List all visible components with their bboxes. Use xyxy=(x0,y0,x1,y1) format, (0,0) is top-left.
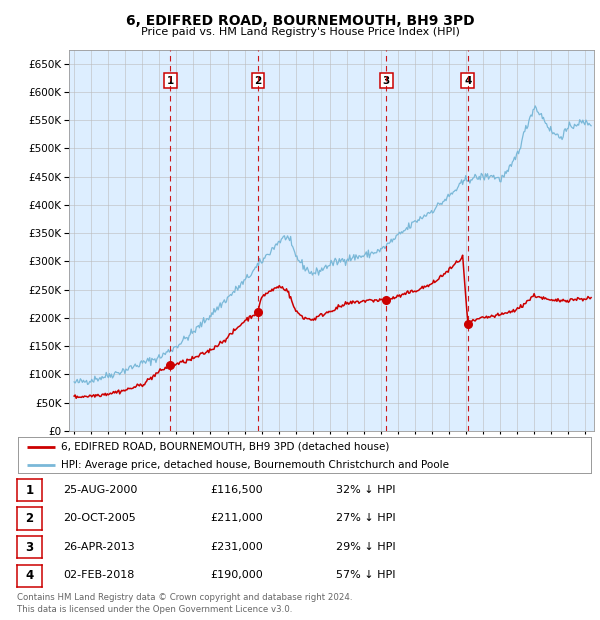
Text: HPI: Average price, detached house, Bournemouth Christchurch and Poole: HPI: Average price, detached house, Bour… xyxy=(61,460,449,470)
Text: 1: 1 xyxy=(167,76,174,86)
Text: 1: 1 xyxy=(25,484,34,497)
Text: Price paid vs. HM Land Registry's House Price Index (HPI): Price paid vs. HM Land Registry's House … xyxy=(140,27,460,37)
Text: 26-APR-2013: 26-APR-2013 xyxy=(63,542,134,552)
Text: 29% ↓ HPI: 29% ↓ HPI xyxy=(336,542,395,552)
Text: £231,000: £231,000 xyxy=(210,542,263,552)
Text: 3: 3 xyxy=(383,76,390,86)
Text: 27% ↓ HPI: 27% ↓ HPI xyxy=(336,513,395,523)
Text: £116,500: £116,500 xyxy=(210,485,263,495)
Text: 3: 3 xyxy=(25,541,34,554)
Text: 57% ↓ HPI: 57% ↓ HPI xyxy=(336,570,395,580)
Text: 32% ↓ HPI: 32% ↓ HPI xyxy=(336,485,395,495)
Text: 20-OCT-2005: 20-OCT-2005 xyxy=(63,513,136,523)
Text: 2: 2 xyxy=(254,76,262,86)
Text: 6, EDIFRED ROAD, BOURNEMOUTH, BH9 3PD (detached house): 6, EDIFRED ROAD, BOURNEMOUTH, BH9 3PD (d… xyxy=(61,442,389,452)
Text: £190,000: £190,000 xyxy=(210,570,263,580)
Text: 6, EDIFRED ROAD, BOURNEMOUTH, BH9 3PD: 6, EDIFRED ROAD, BOURNEMOUTH, BH9 3PD xyxy=(125,14,475,28)
Text: 25-AUG-2000: 25-AUG-2000 xyxy=(63,485,137,495)
Text: 4: 4 xyxy=(464,76,472,86)
Text: 02-FEB-2018: 02-FEB-2018 xyxy=(63,570,134,580)
Text: 2: 2 xyxy=(25,512,34,525)
Text: £211,000: £211,000 xyxy=(210,513,263,523)
Text: Contains HM Land Registry data © Crown copyright and database right 2024.
This d: Contains HM Land Registry data © Crown c… xyxy=(17,593,352,614)
Text: 4: 4 xyxy=(25,569,34,582)
